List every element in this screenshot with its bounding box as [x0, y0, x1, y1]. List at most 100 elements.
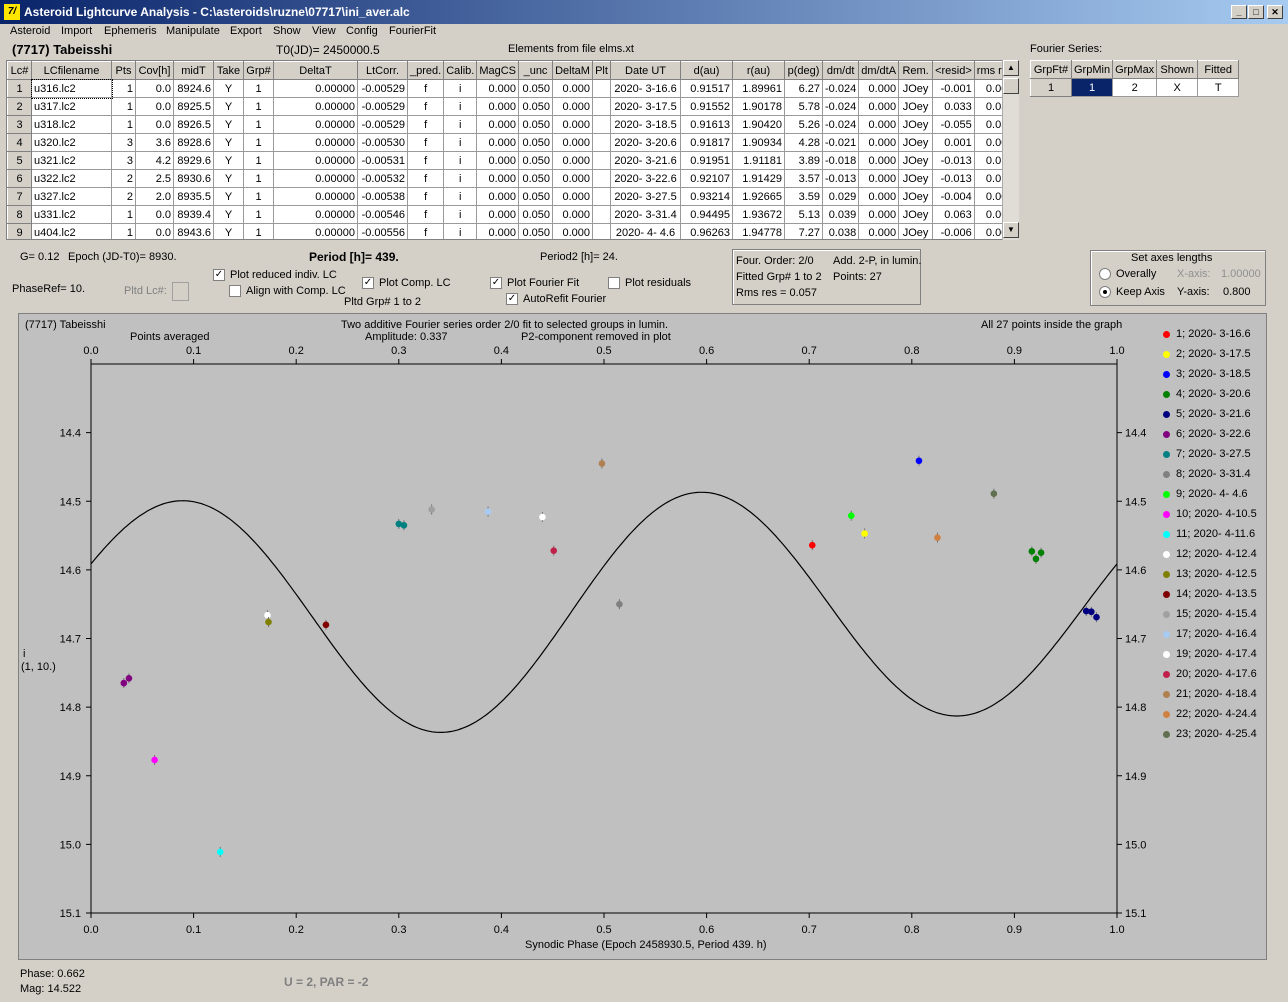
overally-radio[interactable]: Overally — [1099, 268, 1156, 281]
table-cell[interactable]: -0.024 — [822, 97, 860, 116]
table-cell[interactable]: 0.92107 — [680, 169, 734, 188]
table-cell[interactable]: -0.00538 — [357, 187, 408, 206]
maximize-button[interactable]: □ — [1248, 5, 1264, 19]
table-row[interactable]: 2 u317.lc2 1 0.0 8925.5 Y 1 0.00000 -0.00529 f i 0.… — [7, 97, 1017, 116]
table-cell[interactable]: 0.000 — [552, 151, 594, 170]
table-cell[interactable]: 0.91613 — [680, 115, 734, 134]
menu-view[interactable]: View — [312, 25, 336, 37]
col-header[interactable]: Lc# — [7, 61, 32, 80]
row-header[interactable]: 2 — [7, 97, 32, 116]
table-cell[interactable]: 0.00000 — [273, 79, 358, 98]
scroll-up-button[interactable]: ▲ — [1003, 60, 1019, 76]
table-cell[interactable] — [592, 97, 612, 116]
table-cell[interactable]: -0.00529 — [357, 115, 408, 134]
table-cell[interactable]: 0.000 — [552, 169, 594, 188]
table-cell[interactable]: -0.013 — [822, 169, 860, 188]
table-cell[interactable]: 0.000 — [476, 187, 520, 206]
table-cell[interactable]: 0.000 — [858, 79, 900, 98]
autorefit-checkbox[interactable]: ✓ AutoRefit Fourier — [506, 293, 606, 306]
table-row[interactable]: 6 u322.lc2 2 2.5 8930.6 Y 1 0.00000 -0.00532 f i 0.… — [7, 169, 1017, 188]
table-cell[interactable]: u331.lc2 — [31, 205, 112, 224]
table-cell[interactable]: 0.038 — [822, 223, 860, 239]
table-cell[interactable]: -0.013 — [932, 169, 975, 188]
table-cell[interactable]: -0.00556 — [357, 223, 408, 239]
table-cell[interactable]: 0.000 — [552, 115, 594, 134]
menu-show[interactable]: Show — [273, 25, 301, 37]
table-cell[interactable]: 2020- 3-20.6 — [610, 133, 682, 152]
table-cell[interactable]: 0.050 — [518, 169, 554, 188]
table-scrollbar[interactable]: ▲ ▼ — [1002, 60, 1019, 240]
table-cell[interactable]: 8943.6 — [173, 223, 214, 239]
table-cell[interactable]: u321.lc2 — [31, 151, 112, 170]
row-header[interactable]: 6 — [7, 169, 32, 188]
menu-ephemeris[interactable]: Ephemeris — [104, 25, 157, 37]
table-cell[interactable]: 0.00000 — [273, 169, 358, 188]
table-cell[interactable]: 0.050 — [518, 133, 554, 152]
col-header[interactable]: Shown — [1156, 60, 1199, 79]
table-cell[interactable]: 5.78 — [784, 97, 824, 116]
col-header[interactable]: GrpMax — [1112, 60, 1158, 79]
table-cell[interactable]: 3.89 — [784, 151, 824, 170]
table-cell[interactable]: 2.5 — [135, 169, 174, 188]
col-header[interactable]: dm/dt — [822, 61, 860, 80]
menu-asteroid[interactable]: Asteroid — [10, 25, 51, 37]
table-cell[interactable]: -0.00529 — [357, 79, 408, 98]
table-cell[interactable]: 2020- 3-16.6 — [610, 79, 682, 98]
table-cell[interactable] — [592, 169, 612, 188]
table-cell[interactable] — [592, 205, 612, 224]
table-cell[interactable]: 5.13 — [784, 205, 824, 224]
plot-comp-checkbox[interactable]: ✓ Plot Comp. LC — [362, 277, 451, 290]
table-cell[interactable]: JOey — [898, 133, 934, 152]
table-cell[interactable]: 3 — [111, 151, 136, 170]
table-cell[interactable]: f — [406, 97, 445, 116]
scroll-thumb[interactable] — [1003, 78, 1019, 94]
table-cell[interactable]: 0.050 — [518, 187, 554, 206]
col-header[interactable]: _unc — [518, 61, 554, 80]
table-cell[interactable]: i — [443, 205, 478, 224]
table-cell[interactable]: 1 — [243, 79, 274, 98]
col-header[interactable]: midT — [173, 61, 214, 80]
row-header[interactable]: 9 — [7, 223, 32, 239]
table-cell[interactable]: 1.91181 — [732, 151, 786, 170]
table-cell[interactable]: -0.006 — [932, 223, 975, 239]
table-cell[interactable]: X — [1156, 78, 1199, 97]
table-cell[interactable]: 2020- 3-31.4 — [610, 205, 682, 224]
col-header[interactable]: Grp# — [243, 61, 274, 80]
table-cell[interactable]: 0.000 — [858, 187, 900, 206]
table-row[interactable]: 8 u331.lc2 1 0.0 8939.4 Y 1 0.00000 -0.00546 f i 0.… — [7, 205, 1017, 224]
table-cell[interactable]: 0.000 — [476, 169, 520, 188]
table-cell[interactable]: JOey — [898, 187, 934, 206]
table-row[interactable]: 7 u327.lc2 2 2.0 8935.5 Y 1 0.00000 -0.00538 f i 0.… — [7, 187, 1017, 206]
menu-fourierfit[interactable]: FourierFit — [389, 25, 437, 37]
table-cell[interactable]: 0.91817 — [680, 133, 734, 152]
table-cell[interactable]: 0.000 — [552, 133, 594, 152]
table-cell[interactable]: Y — [213, 115, 244, 134]
table-cell[interactable]: 2020- 3-18.5 — [610, 115, 682, 134]
table-cell[interactable]: i — [443, 169, 478, 188]
table-row[interactable]: 1 1 2 X T — [1030, 78, 1240, 97]
col-header[interactable]: LtCorr. — [357, 61, 408, 80]
table-cell[interactable]: i — [443, 187, 478, 206]
table-cell[interactable]: 2 — [1112, 78, 1158, 97]
table-cell[interactable] — [592, 133, 612, 152]
plot-fourier-checkbox[interactable]: ✓ Plot Fourier Fit — [490, 277, 579, 290]
col-header[interactable]: Cov[h] — [135, 61, 174, 80]
table-cell[interactable]: 0.000 — [858, 97, 900, 116]
table-cell[interactable]: 0.000 — [476, 133, 520, 152]
table-cell[interactable]: 0.000 — [476, 79, 520, 98]
table-cell[interactable]: i — [443, 97, 478, 116]
table-cell[interactable]: 0.033 — [932, 97, 975, 116]
table-cell[interactable]: 8929.6 — [173, 151, 214, 170]
table-cell[interactable]: 1 — [111, 115, 136, 134]
table-cell[interactable]: JOey — [898, 115, 934, 134]
table-cell[interactable]: u316.lc2 — [30, 78, 113, 99]
table-cell[interactable]: 7.27 — [784, 223, 824, 239]
table-cell[interactable]: 1 — [243, 97, 274, 116]
table-cell[interactable]: 0.039 — [822, 205, 860, 224]
table-cell[interactable]: 0.000 — [552, 223, 594, 239]
table-cell[interactable]: 0.050 — [518, 79, 554, 98]
table-cell[interactable]: 0.0 — [135, 205, 174, 224]
table-cell[interactable]: 4.28 — [784, 133, 824, 152]
row-header[interactable]: 8 — [7, 205, 32, 224]
col-header[interactable]: LCfilename — [31, 61, 112, 80]
